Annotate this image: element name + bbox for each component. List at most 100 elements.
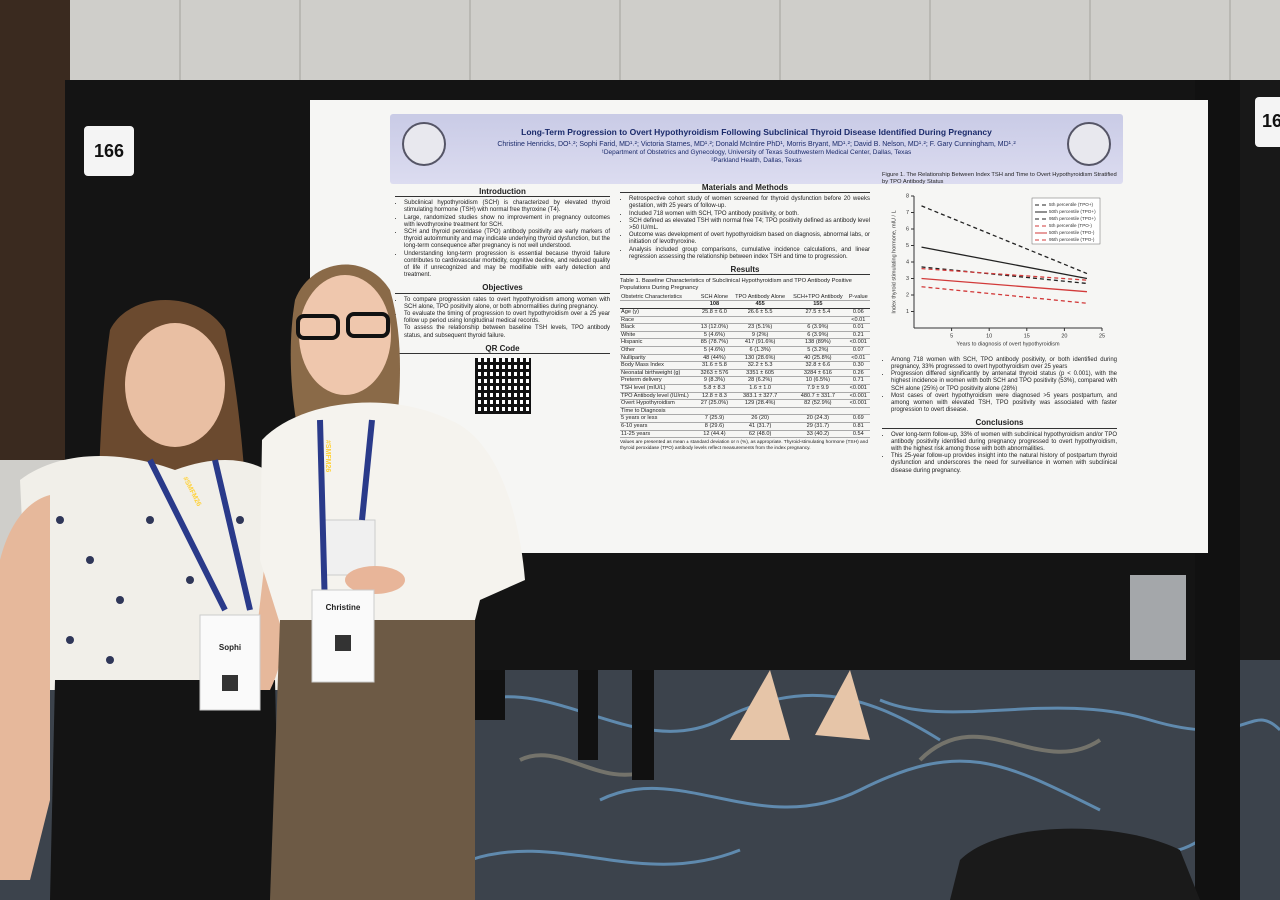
- table-cell: P-value: [846, 293, 870, 302]
- y-tick-label: 8: [906, 193, 909, 199]
- wood-wall: [0, 0, 70, 460]
- legend-label: 50th percentile (TPO+): [1049, 209, 1096, 214]
- table-cell: 41 (31.7): [731, 422, 790, 431]
- table-cell: 129 (28.4%): [731, 399, 790, 408]
- bag: [950, 828, 1200, 900]
- table-cell: [731, 316, 790, 325]
- table-cell: 9 (8.3%): [697, 376, 732, 385]
- table-cell: 5 (4.6%): [697, 331, 732, 340]
- lanyard-text: #SMFM26: [324, 440, 331, 472]
- table-cell: 0.26: [846, 369, 870, 378]
- affiliation: ¹Department of Obstetrics and Gynecology…: [601, 149, 912, 156]
- table-cell: 0.69: [846, 414, 870, 423]
- table-cell: Hispanic: [620, 338, 698, 347]
- table-cell: 5 years or less: [620, 414, 698, 423]
- table-cell: 12.8 ± 8.3: [697, 392, 732, 401]
- table-cell: 3263 ± 576: [697, 369, 732, 378]
- table-cell: [620, 300, 698, 309]
- poster-title: Long-Term Progression to Overt Hypothyro…: [521, 127, 992, 137]
- poster-header: Long-Term Progression to Overt Hypothyro…: [390, 114, 1123, 184]
- table-cell: 0.71: [846, 376, 870, 385]
- table-cell: <0.01: [846, 354, 870, 363]
- methods-bullet: Outcome was development of overt hypothy…: [629, 232, 870, 246]
- table-cell: 32.8 ± 6.6: [789, 361, 847, 370]
- series-line: [921, 246, 1088, 279]
- methods-bullet: Retrospective cohort study of women scre…: [629, 196, 870, 210]
- table-cell: [789, 407, 847, 416]
- table-cell: 62 (48.0): [731, 430, 790, 439]
- table-cell: 8 (29.6): [697, 422, 732, 431]
- qr-code: [474, 358, 531, 415]
- table-cell: <0.001: [846, 384, 870, 393]
- table-cell: 1.6 ± 1.0: [731, 384, 790, 393]
- table-cell: 6 (1.3%): [731, 346, 790, 355]
- y-tick-label: 5: [906, 243, 909, 249]
- table-cell: 0.81: [846, 422, 870, 431]
- table-cell: 20 (24.3): [789, 414, 847, 423]
- table-cell: SCH Alone: [697, 293, 732, 302]
- table-row: White 5 (4.6%) 9 (2%) 6 (3.9%) 0.21: [620, 331, 870, 340]
- table-note: Values are presented as mean ± standard …: [620, 440, 869, 451]
- table-cell: Body Mass Index: [620, 361, 698, 370]
- conclusions-list: Over long-term follow-up, 33% of women w…: [882, 432, 1117, 475]
- seal: [1067, 122, 1111, 166]
- introduction-bullet: Understanding long-term progression is e…: [404, 251, 610, 280]
- affiliation: ²Parkland Health, Dallas, Texas: [711, 157, 802, 164]
- badge-name: Sophi: [219, 643, 241, 652]
- table-row: Other 5 (4.6%) 6 (1.3%) 5 (3.2%) 0.07: [620, 346, 870, 355]
- table-row: Preterm delivery 9 (8.3%) 28 (6.2%) 10 (6.5…: [620, 376, 870, 385]
- table-cell: 0.01: [846, 323, 870, 332]
- table-row: Hispanic 85 (78.7%) 417 (91.6%) 138 (89%) <0…: [620, 338, 870, 347]
- findings-list: Among 718 women with SCH, TPO antibody p…: [882, 357, 1117, 415]
- next-board-number-card: [1255, 97, 1280, 147]
- table-cell: 26.6 ± 5.5: [731, 308, 790, 317]
- conclusions: Conclusions Over long-term follow-up, 33%…: [882, 419, 1117, 474]
- introduction-list: Subclinical hypothyroidism (SCH) is char…: [395, 200, 610, 279]
- right-column: Figure 1. The Relationship Between Index…: [882, 172, 1117, 480]
- table-cell: Black: [620, 323, 698, 332]
- table-cell: 3351 ± 605: [731, 369, 790, 378]
- x-tick-label: 10: [986, 333, 992, 339]
- board-number-card: [84, 126, 134, 176]
- left-column: Introduction Subclinical hypothyroidism (…: [395, 187, 610, 418]
- legend-label: 50th percentile (TPO-): [1049, 230, 1095, 235]
- figure: Figure 1. The Relationship Between Index…: [882, 172, 1117, 351]
- table-cell: <0.01: [846, 316, 870, 325]
- table-cell: Neonatal birthweight (g): [620, 369, 698, 378]
- table-cell: SCH+TPO Antibody: [789, 293, 847, 302]
- next-board: [1240, 80, 1280, 660]
- table-cell: 6 (3.9%): [789, 331, 847, 340]
- table-caption: Table 1. Baseline Characteristics of Sub…: [620, 278, 852, 292]
- table-cell: 0.07: [846, 346, 870, 355]
- table-cell: 3284 ± 616: [789, 369, 847, 378]
- table-row: 6-10 years 8 (29.6) 41 (31.7) 29 (31.7) 0.81: [620, 422, 870, 431]
- table-cell: 417 (91.6%): [731, 338, 790, 347]
- y-axis-label: Index thyroid stimulating hormone, mIU /…: [891, 210, 897, 313]
- methods-heading: Materials and Methods: [620, 183, 870, 194]
- objectives-heading: Objectives: [395, 284, 610, 294]
- table-cell: 5 (3.2%): [789, 346, 847, 355]
- table-cell: 480.7 ± 331.7: [789, 392, 847, 401]
- x-tick-label: 25: [1099, 333, 1105, 339]
- objectives-list: To compare progression rates to overt hy…: [395, 297, 610, 340]
- x-tick-label: 5: [950, 333, 953, 339]
- table-cell: 383.1 ± 327.7: [731, 392, 790, 401]
- table-cell: Nulliparity: [620, 354, 698, 363]
- line-chart: 1 2 3 4 5 6 7 8 5 10 15 20 25 Years to diagnosis of o…: [891, 193, 1105, 347]
- table-cell: 85 (78.7%): [697, 338, 732, 347]
- introduction-bullet: SCH and thyroid peroxidase (TPO) antibod…: [404, 229, 610, 251]
- table-cell: 155: [789, 300, 847, 309]
- series-line: [921, 277, 1088, 292]
- legend-label: 95th percentile (TPO-): [1049, 237, 1095, 242]
- table-row: Neonatal birthweight (g) 3263 ± 576 3351 ±…: [620, 369, 870, 378]
- table-cell: 12 (44.4): [697, 430, 732, 439]
- conclusions-bullet: Over long-term follow-up, 33% of women w…: [891, 432, 1117, 454]
- table-cell: 108: [697, 300, 732, 309]
- table-row: Body Mass Index 31.6 ± 5.8 32.2 ± 5.3 32.8 …: [620, 361, 870, 370]
- table-cell: 455: [731, 300, 790, 309]
- results-table: Obstetric Characteristics SCH Alone TPO An…: [620, 293, 870, 439]
- table-cell: [697, 407, 732, 416]
